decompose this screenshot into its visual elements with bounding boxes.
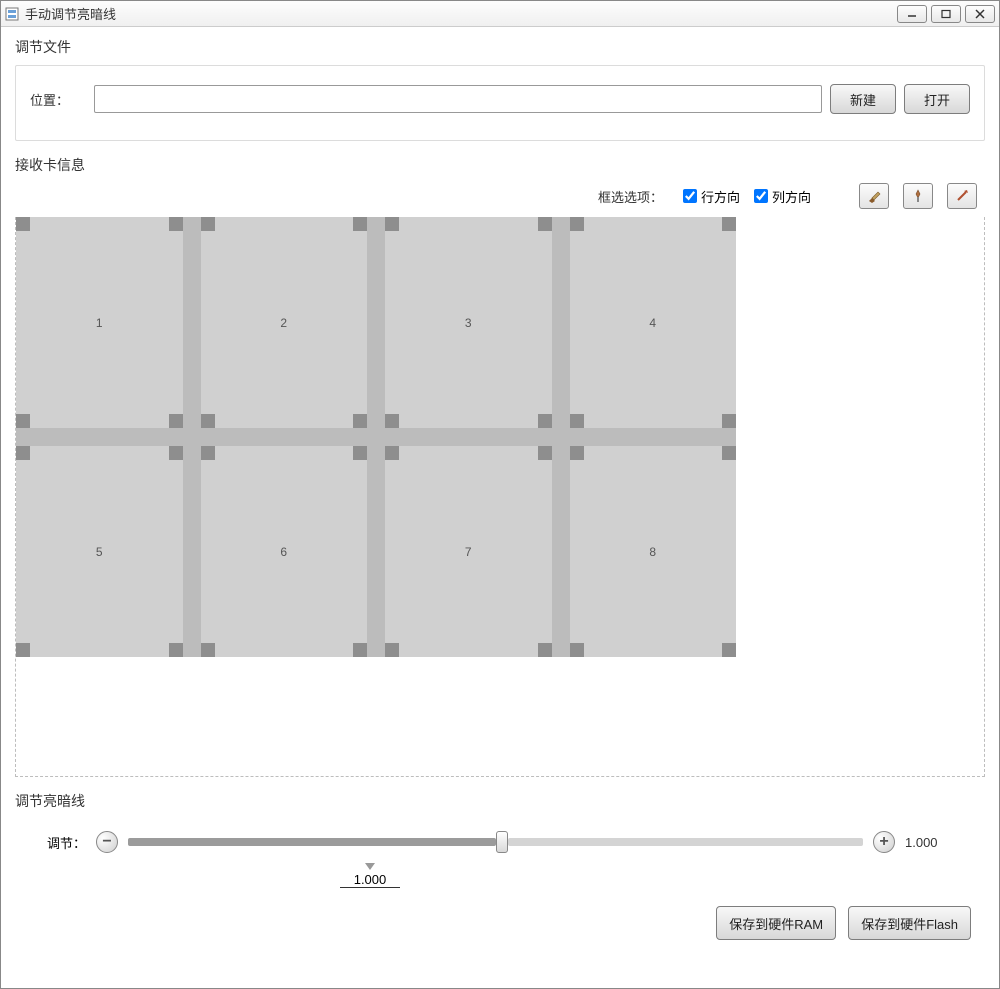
adjust-label: 调节： xyxy=(47,833,86,852)
slider-thumb[interactable] xyxy=(496,831,508,853)
row-direction-input[interactable] xyxy=(683,189,697,203)
row-direction-label: 行方向 xyxy=(701,187,740,206)
tile-corner xyxy=(16,446,30,460)
save-ram-button[interactable]: 保存到硬件RAM xyxy=(716,906,836,940)
maximize-button[interactable] xyxy=(931,5,961,23)
adjust-section-title: 调节亮暗线 xyxy=(15,791,985,811)
card-section-title: 接收卡信息 xyxy=(15,155,985,175)
grid-tile[interactable]: 5 xyxy=(16,446,183,657)
tool-brush-icon[interactable] xyxy=(859,183,889,209)
tile-corner xyxy=(353,414,367,428)
open-button[interactable]: 打开 xyxy=(904,84,970,114)
tile-corner xyxy=(385,414,399,428)
decrease-button[interactable]: − xyxy=(96,831,118,853)
location-input[interactable] xyxy=(94,85,822,113)
increase-button[interactable]: + xyxy=(873,831,895,853)
file-section: 位置： 新建 打开 xyxy=(15,65,985,141)
select-options-label: 框选选项： xyxy=(598,187,663,206)
save-flash-button[interactable]: 保存到硬件Flash xyxy=(848,906,971,940)
tile-corner xyxy=(169,217,183,231)
card-section: 接收卡信息 框选选项： 行方向 列方向 xyxy=(15,155,985,777)
grid-tile[interactable]: 2 xyxy=(201,217,368,428)
grid-tile[interactable]: 3 xyxy=(385,217,552,428)
tile-corner xyxy=(16,414,30,428)
tile-corner xyxy=(538,643,552,657)
location-label: 位置： xyxy=(30,90,86,109)
grid-panel: 1234 5678 xyxy=(15,217,985,777)
window-title: 手动调节亮暗线 xyxy=(25,4,897,23)
tile-corner xyxy=(385,217,399,231)
tile-corner xyxy=(353,446,367,460)
tile-corner xyxy=(722,414,736,428)
tool-reset-icon[interactable] xyxy=(947,183,977,209)
tile-corner xyxy=(16,217,30,231)
grid-tile[interactable]: 6 xyxy=(201,446,368,657)
grid-area[interactable]: 1234 5678 xyxy=(16,217,736,657)
col-direction-checkbox[interactable]: 列方向 xyxy=(754,187,811,206)
tile-corner xyxy=(722,217,736,231)
tile-corner xyxy=(201,446,215,460)
titlebar: 手动调节亮暗线 xyxy=(1,1,999,27)
tile-corner xyxy=(570,414,584,428)
brightness-slider[interactable] xyxy=(128,827,863,857)
minimize-button[interactable] xyxy=(897,5,927,23)
tile-corner xyxy=(538,446,552,460)
tile-corner xyxy=(201,414,215,428)
tile-corner xyxy=(353,217,367,231)
tile-corner xyxy=(570,217,584,231)
tile-corner xyxy=(201,643,215,657)
file-section-title: 调节文件 xyxy=(15,37,985,57)
col-direction-label: 列方向 xyxy=(772,187,811,206)
close-button[interactable] xyxy=(965,5,995,23)
new-button[interactable]: 新建 xyxy=(830,84,896,114)
tile-corner xyxy=(722,446,736,460)
tile-corner xyxy=(169,446,183,460)
grid-tile[interactable]: 8 xyxy=(570,446,737,657)
app-icon xyxy=(5,7,19,21)
slider-indicator-arrow-icon xyxy=(365,863,375,870)
tile-corner xyxy=(353,643,367,657)
tile-corner xyxy=(385,643,399,657)
tile-corner xyxy=(722,643,736,657)
tile-corner xyxy=(570,643,584,657)
tool-pick-icon[interactable] xyxy=(903,183,933,209)
tile-corner xyxy=(201,217,215,231)
slider-value-display: 1.000 xyxy=(905,835,975,850)
tile-corner xyxy=(169,414,183,428)
grid-tile[interactable]: 7 xyxy=(385,446,552,657)
tile-corner xyxy=(169,643,183,657)
row-direction-checkbox[interactable]: 行方向 xyxy=(683,187,740,206)
slider-value-input[interactable] xyxy=(340,872,400,888)
col-direction-input[interactable] xyxy=(754,189,768,203)
tile-corner xyxy=(538,414,552,428)
tile-corner xyxy=(570,446,584,460)
tile-corner xyxy=(538,217,552,231)
tile-corner xyxy=(385,446,399,460)
grid-tile[interactable]: 1 xyxy=(16,217,183,428)
tile-corner xyxy=(16,643,30,657)
grid-tile[interactable]: 4 xyxy=(570,217,737,428)
